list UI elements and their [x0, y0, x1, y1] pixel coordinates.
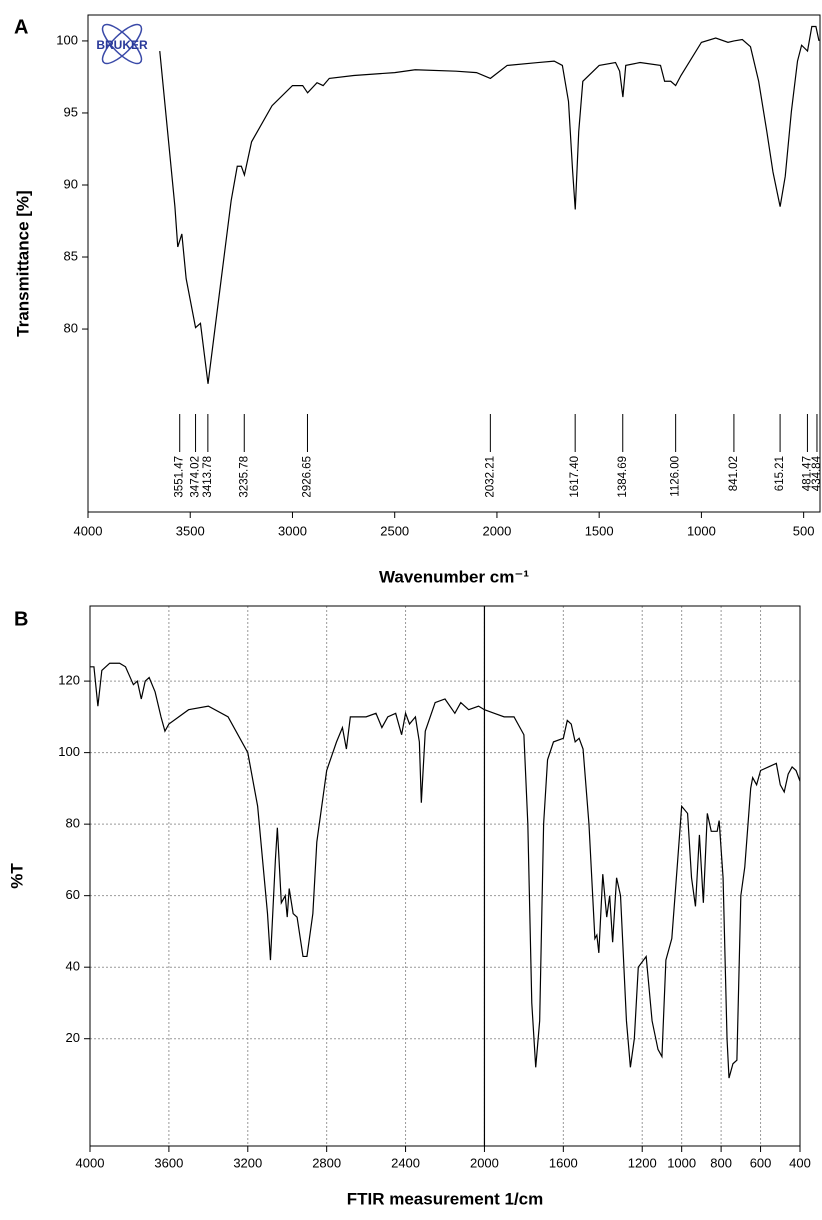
x-tick-label: 500	[793, 523, 815, 538]
x-axis-title: Wavenumber cm⁻¹	[379, 567, 529, 586]
spectrum-line	[90, 662, 801, 1079]
x-tick-label: 1000	[687, 523, 716, 538]
peak-label: 434.84	[811, 455, 822, 491]
x-tick-label: 400	[789, 1155, 811, 1170]
peak-label: 615.21	[774, 456, 786, 491]
x-tick-label: 2400	[391, 1155, 420, 1170]
panel-label: A	[14, 16, 28, 38]
y-tick-label: 120	[58, 673, 80, 688]
y-tick-label: 95	[64, 104, 78, 119]
x-tick-label: 1500	[585, 523, 614, 538]
y-tick-label: 80	[64, 320, 78, 335]
panel-label: B	[14, 608, 28, 630]
x-tick-label: 2500	[380, 523, 409, 538]
peak-label: 3235.78	[238, 456, 250, 498]
x-tick-label: 3500	[176, 523, 205, 538]
y-tick-label: 40	[66, 959, 80, 974]
peak-label: 1617.40	[569, 456, 581, 498]
x-tick-label: 2800	[312, 1155, 341, 1170]
y-tick-label: 85	[64, 248, 78, 263]
peak-label: 3474.02	[190, 456, 202, 498]
x-axis-title: FTIR measurement 1/cm	[347, 1189, 544, 1208]
peak-label: 3551.47	[174, 456, 186, 498]
spectrum-line	[159, 25, 820, 384]
x-tick-label: 1000	[667, 1155, 696, 1170]
y-axis-title: %T	[7, 863, 26, 889]
peak-label: 3413.78	[202, 456, 214, 498]
y-tick-label: 90	[64, 176, 78, 191]
x-tick-label: 1600	[549, 1155, 578, 1170]
x-tick-label: 4000	[74, 523, 103, 538]
plot-frame	[89, 605, 801, 1147]
peak-label: 2032.21	[484, 456, 496, 498]
y-tick-label: 20	[66, 1030, 80, 1045]
x-tick-label: 4000	[76, 1155, 105, 1170]
x-tick-label: 2000	[470, 1155, 499, 1170]
peak-label: 481.47	[801, 456, 813, 491]
y-axis-title: Transmittance [%]	[13, 190, 32, 336]
y-tick-label: 60	[66, 887, 80, 902]
x-tick-label: 1200	[628, 1155, 657, 1170]
x-tick-label: 3000	[278, 523, 307, 538]
peak-label: 1126.00	[670, 456, 682, 497]
bruker-logo: BRUKER	[96, 23, 148, 65]
peak-label: 841.02	[728, 456, 740, 491]
x-tick-label: 3600	[154, 1155, 183, 1170]
x-tick-label: 3200	[233, 1155, 262, 1170]
y-tick-label: 80	[66, 816, 80, 831]
plot-frame	[87, 14, 821, 513]
logo-text: BRUKER	[96, 38, 148, 52]
x-tick-label: 2000	[482, 523, 511, 538]
x-tick-label: 600	[750, 1155, 772, 1170]
y-tick-label: 100	[56, 32, 78, 47]
y-tick-label: 100	[58, 744, 80, 759]
x-tick-label: 800	[710, 1155, 732, 1170]
peak-label: 1384.69	[617, 456, 629, 498]
peak-label: 2926.65	[301, 456, 313, 498]
